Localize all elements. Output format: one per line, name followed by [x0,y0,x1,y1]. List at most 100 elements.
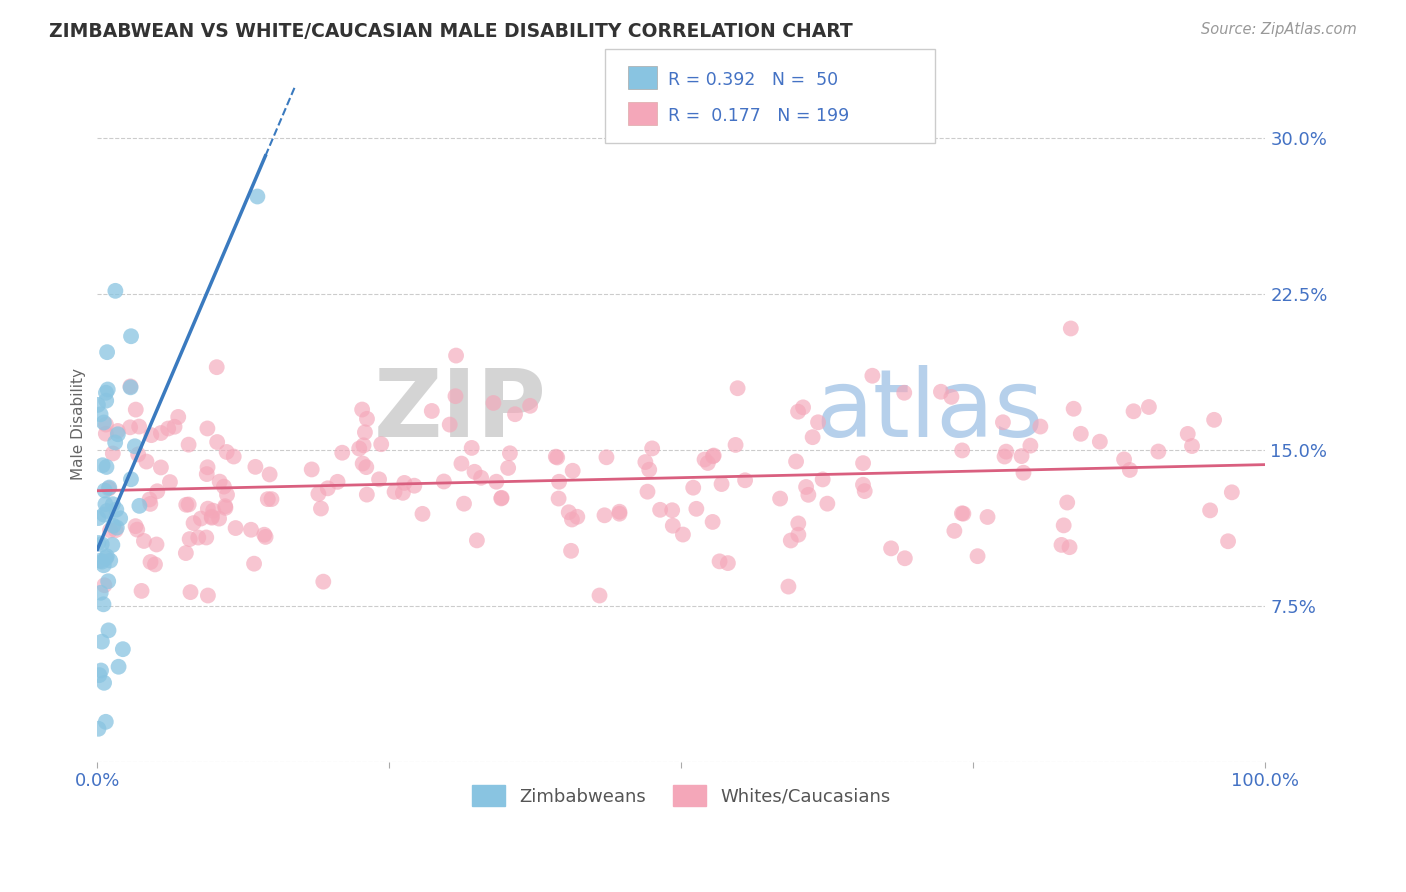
Point [253,527,276,541]
Point [794,480,817,494]
Point [309,501,332,516]
Point [1204,413,1226,427]
Point [179,532,201,546]
Point [852,477,875,491]
Point [174,546,197,560]
Point [693,452,716,467]
Point [450,457,472,471]
Point [128,419,150,434]
Point [222,450,245,464]
Point [120,329,142,343]
Point [205,360,228,375]
Point [256,492,278,507]
Point [444,389,467,403]
Point [560,544,582,558]
Point [103,518,125,533]
Point [87,511,110,525]
Point [214,500,236,515]
Point [225,521,247,535]
Point [880,541,903,556]
Point [98,553,121,567]
Point [995,444,1018,458]
Point [1177,426,1199,441]
Point [97,482,120,496]
Point [609,505,631,519]
Point [499,446,522,460]
Point [1056,495,1078,509]
Text: atlas: atlas [815,365,1045,457]
Point [702,450,724,464]
Point [149,425,172,440]
Point [609,507,631,521]
Point [1199,503,1222,517]
Point [634,455,657,469]
Point [316,481,339,495]
Point [815,497,838,511]
Point [101,446,124,460]
Point [544,450,567,464]
Point [87,536,110,550]
Point [807,415,830,429]
Point [96,504,118,518]
Point [197,460,219,475]
Point [259,467,281,482]
Point [205,435,228,450]
Text: R = 0.392   N =  50: R = 0.392 N = 50 [668,71,838,89]
Point [91,555,114,569]
Point [146,484,169,499]
Point [127,447,149,461]
Point [485,475,508,489]
Point [93,558,115,573]
Point [138,492,160,507]
Point [179,585,201,599]
Point [993,450,1015,464]
Point [710,477,733,491]
Point [1050,538,1073,552]
Point [212,480,235,494]
Point [240,523,263,537]
Point [107,427,129,442]
Point [94,551,117,566]
Point [183,516,205,530]
Point [120,379,142,393]
Point [894,551,917,566]
Legend: Zimbabweans, Whites/Caucasians: Zimbabweans, Whites/Caucasians [465,778,897,814]
Point [941,390,963,404]
Point [107,659,129,673]
Point [433,475,456,489]
Point [215,488,238,502]
Point [734,473,756,487]
Point [787,405,810,419]
Point [353,438,375,452]
Point [439,417,461,432]
Point [1112,452,1135,467]
Point [548,475,571,489]
Point [97,383,120,397]
Point [177,498,200,512]
Point [90,408,112,422]
Point [91,458,114,473]
Point [1181,439,1204,453]
Point [460,441,482,455]
Point [558,505,581,519]
Point [245,459,267,474]
Point [792,401,814,415]
Point [159,475,181,489]
Point [567,509,589,524]
Point [141,428,163,442]
Point [356,412,378,426]
Point [157,421,180,435]
Point [519,399,541,413]
Point [943,524,966,538]
Point [101,497,124,511]
Point [1119,463,1142,477]
Point [709,554,731,568]
Point [312,574,335,589]
Point [929,384,952,399]
Point [89,554,111,568]
Point [662,518,685,533]
Point [672,527,695,541]
Point [503,407,526,421]
Point [1122,404,1144,418]
Point [727,381,749,395]
